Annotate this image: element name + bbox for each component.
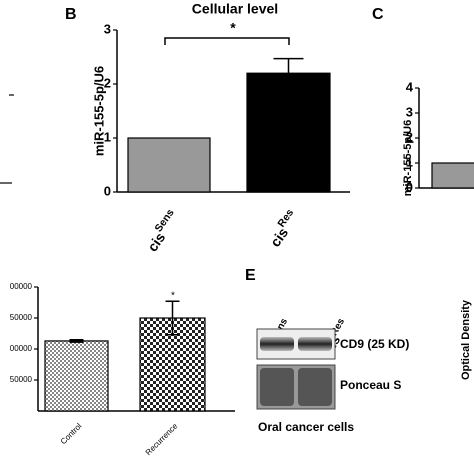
x-tick-label: cisRes xyxy=(264,207,302,250)
label-sup: Sens xyxy=(152,207,176,235)
y-tick-label: 00000 xyxy=(10,282,33,291)
significance: * xyxy=(171,291,175,302)
chart-title: Cellular level xyxy=(192,1,278,17)
y-tick-label: 2 xyxy=(104,75,111,90)
significance: * xyxy=(230,20,236,36)
error-bar xyxy=(69,338,84,343)
y-tick-label: 4 xyxy=(406,79,414,94)
caption: Oral cancer cells xyxy=(258,420,354,434)
label-base: cis xyxy=(267,224,291,249)
bar xyxy=(431,162,474,189)
panel-label: B xyxy=(65,6,77,23)
y-tick-label: 50000 xyxy=(10,375,33,384)
blot-band xyxy=(298,337,332,351)
panel-label: C xyxy=(372,6,384,23)
row-label: Ponceau S xyxy=(340,378,401,392)
y-tick-label: 2 xyxy=(406,129,413,144)
bar xyxy=(44,340,109,412)
error-bar xyxy=(165,300,180,336)
y-tick-label: 3 xyxy=(104,21,111,36)
x-tick-label: Recurrence xyxy=(144,421,180,457)
y-tick-label: 1 xyxy=(406,154,413,169)
blot-band xyxy=(298,368,332,406)
y-tick-label: 0 xyxy=(104,183,111,198)
x-tick-label: cisSens xyxy=(141,207,182,255)
label-base: cis xyxy=(144,229,168,254)
panel-label: E xyxy=(245,267,256,284)
y-tick-label: 50000 xyxy=(10,313,33,322)
bar xyxy=(127,137,211,193)
blot-band xyxy=(260,368,294,406)
significance-bracket xyxy=(164,37,290,45)
blot-band xyxy=(260,337,294,351)
partial-panel xyxy=(0,94,14,184)
y-tick-label: 00000 xyxy=(10,344,33,353)
x-tick-label: Control xyxy=(59,421,84,446)
y-axis-label: miR-155-5p/U6 xyxy=(91,66,106,156)
y-tick-label: 0 xyxy=(406,179,413,194)
y-tick-label: 3 xyxy=(406,104,413,119)
row-label: CD9 (25 KD) xyxy=(340,337,409,351)
y-axis-label: miR-155-5p/U6 xyxy=(402,120,414,196)
y-axis-label: Optical Density xyxy=(460,299,472,380)
y-tick-label: 1 xyxy=(104,129,111,144)
bar xyxy=(246,72,331,193)
error-bar xyxy=(273,57,304,74)
